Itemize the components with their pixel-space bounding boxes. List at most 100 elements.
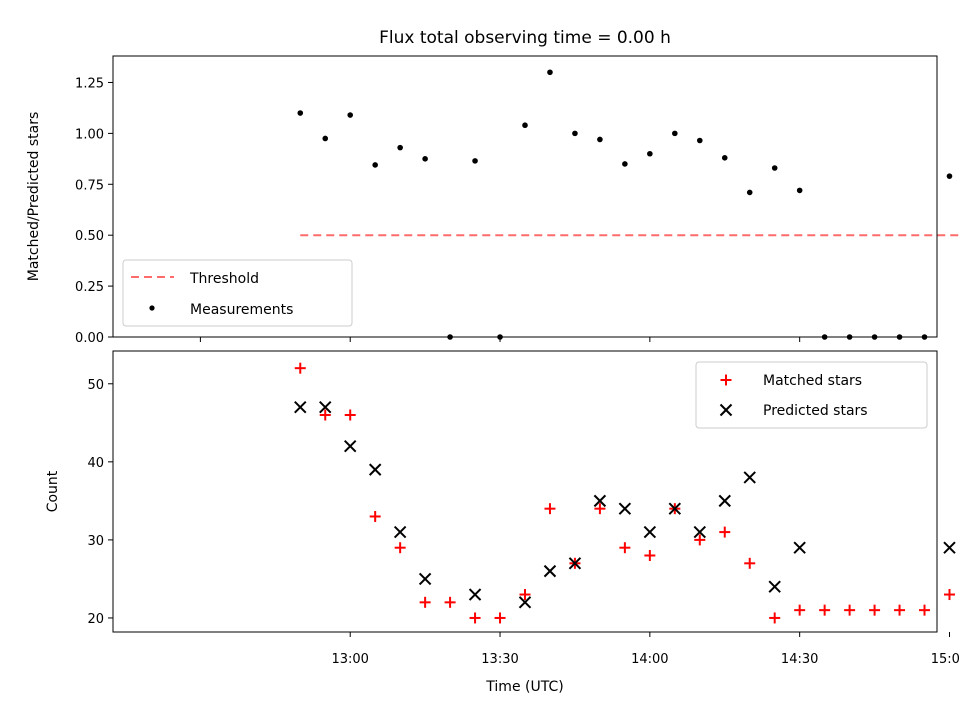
matched-star-point: [869, 604, 881, 616]
matched-star-point: [619, 542, 631, 554]
predicted-star-point: [618, 502, 632, 515]
cross-stroke-b: [294, 400, 307, 414]
measurement-point: [622, 161, 628, 167]
predicted-star-point: [368, 463, 382, 476]
measurement-point: [746, 189, 753, 196]
cross-stroke-b: [319, 400, 332, 414]
measurement-point: [422, 156, 428, 162]
top-panel: Flux total observing time = 0.00 h 0.000…: [26, 28, 960, 346]
measurement-point: [572, 130, 578, 137]
matched-star-point: [919, 604, 931, 616]
x-axis-label: Time (UTC): [485, 679, 563, 695]
measurement-point: [522, 122, 528, 129]
matched-star-point: [419, 596, 431, 608]
top-legend-box: [122, 259, 353, 327]
cross-stroke-b: [518, 596, 532, 609]
top-y-ticks: 0.00 0.25 0.50 0.75 1.00 1.25: [75, 76, 113, 346]
predicted-star-point: [518, 596, 532, 609]
measurement-point: [372, 162, 378, 168]
measurement-point: [672, 130, 678, 137]
cross-stroke-b: [768, 580, 781, 593]
bottom-x-tick-label: 15:00: [931, 652, 960, 667]
matched-star-point: [519, 589, 531, 601]
cross-stroke-b: [643, 525, 657, 539]
cross-stroke-b: [668, 502, 682, 515]
predicted-star-point: [743, 471, 756, 484]
matched-star-point: [344, 409, 356, 421]
bottom-y-axis-label: Count: [45, 470, 61, 512]
matched-star-point: [819, 604, 831, 616]
matched-star-point: [769, 612, 781, 624]
bottom-legend-box: [695, 361, 928, 429]
matched-star-point: [444, 596, 456, 608]
cross-stroke-b: [418, 572, 432, 586]
predicted-star-point: [793, 541, 806, 554]
bottom-y-tick-label: 20: [87, 612, 104, 627]
predicted-star-point: [668, 502, 682, 515]
top-y-axis-label: Matched/Predicted stars: [26, 112, 42, 282]
cross-stroke-b: [593, 494, 607, 508]
predicted-star-point: [718, 494, 731, 508]
measurement-point: [547, 69, 553, 76]
cross-stroke-b: [568, 557, 582, 570]
predicted-star-point: [568, 557, 582, 570]
predicted-star-point: [768, 580, 781, 593]
predicted-star-point: [344, 440, 357, 453]
predicted-star-point: [468, 588, 482, 601]
bottom-legend: Matched stars Predicted stars: [695, 361, 928, 429]
measurement-point: [721, 155, 728, 161]
predicted-star-point: [418, 572, 432, 586]
legend-predicted-swatch: [719, 403, 733, 417]
top-legend: Threshold Measurements: [122, 259, 353, 327]
matched-star-point: [744, 557, 756, 569]
bottom-x-tick-label: 14:30: [781, 652, 818, 667]
legend-predicted-label: Predicted stars: [763, 403, 868, 419]
matched-star-point: [943, 589, 955, 601]
bottom-x-tick-label: 13:00: [331, 652, 368, 667]
matched-star-point: [319, 409, 331, 421]
bottom-x-tick-label: 14:00: [631, 652, 668, 667]
cross-stroke-b: [368, 463, 382, 476]
matched-star-point: [544, 503, 556, 515]
legend-cross-marker: [719, 403, 733, 417]
top-y-tick-label: 0.25: [75, 280, 104, 295]
top-y-tick-label: 1.25: [75, 76, 104, 91]
matched-star-point: [369, 510, 381, 522]
top-y-tick-label: 0.75: [75, 178, 104, 193]
predicted-star-point: [593, 494, 607, 508]
legend-matched-label: Matched stars: [763, 373, 862, 389]
cross-stroke-b: [393, 525, 407, 539]
legend-threshold-label: Threshold: [189, 271, 259, 287]
top-y-tick-label: 0.50: [75, 229, 104, 244]
measurement-point: [696, 137, 703, 144]
bottom-y-tick-label: 40: [87, 456, 104, 471]
predicted-star-point: [943, 541, 956, 554]
measurement-points: [297, 69, 953, 340]
legend-matched-swatch: [720, 374, 732, 386]
matched-star-point: [294, 362, 306, 374]
predicted-star-point: [393, 525, 407, 539]
matched-star-point: [694, 534, 706, 546]
measurement-point: [397, 144, 403, 151]
cross-stroke-b: [743, 471, 756, 484]
legend-measurements-swatch: [149, 305, 155, 311]
bottom-plot-frame: [112, 350, 938, 633]
measurement-point: [297, 110, 304, 116]
legend-measurements-label: Measurements: [190, 302, 293, 318]
cross-stroke-b: [543, 564, 557, 578]
legend-plus-marker: [720, 374, 732, 386]
matched-star-point: [644, 550, 656, 562]
cross-stroke-b: [468, 588, 482, 601]
predicted-star-point: [319, 400, 332, 414]
measurement-point: [597, 136, 603, 143]
matched-star-point: [594, 503, 606, 515]
predicted-stars-points: [294, 400, 956, 609]
measurement-point: [347, 112, 354, 118]
matched-star-point: [719, 526, 731, 538]
bottom-y-ticks: 20 30 40 50: [87, 378, 113, 627]
measurement-point: [472, 158, 478, 164]
matched-star-point: [394, 542, 406, 554]
measurement-point: [796, 187, 803, 194]
cross-stroke-b: [793, 541, 806, 554]
